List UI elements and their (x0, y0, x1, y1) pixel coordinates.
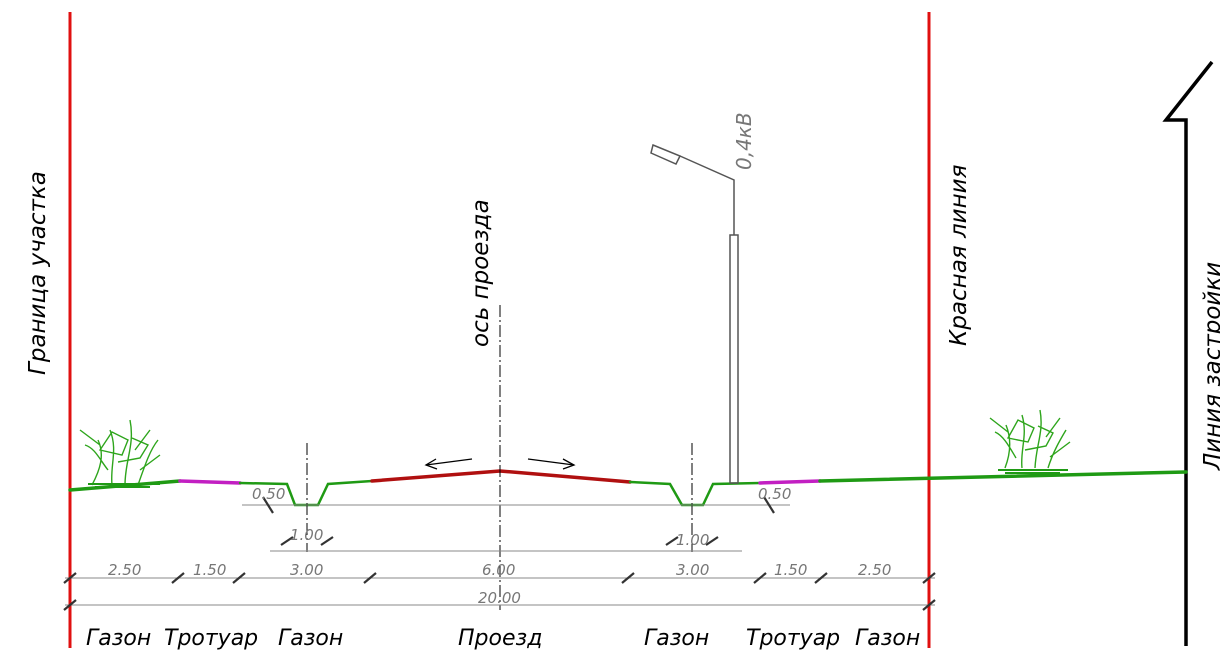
building-line (1162, 60, 1214, 646)
axis-lines (306, 305, 693, 610)
shrub-left (79, 419, 161, 488)
dim-ditch-right: 1.00 (676, 531, 709, 549)
ground-profile (68, 469, 1188, 507)
red-line-label: Красная линия (946, 164, 972, 346)
dim-slope-left: 0.50 (252, 485, 285, 503)
dim-width-1: 2.50 (108, 561, 141, 579)
slope-arrows (424, 458, 576, 470)
dim-width-6: 1.50 (774, 561, 807, 579)
voltage-label: 0,4кВ (732, 112, 756, 170)
road-axis-label: ось проезда (468, 199, 494, 347)
dim-slope-right: 0.50 (758, 485, 791, 503)
zone-label-7: Газон (855, 626, 920, 651)
zone-label-5: Газон (644, 626, 709, 651)
dim-width-5: 3.00 (676, 561, 709, 579)
dim-total: 20.00 (478, 589, 521, 607)
shrub-right (989, 409, 1071, 474)
zone-label-6: Тротуар (746, 626, 840, 651)
dimension-lines (65, 504, 935, 606)
dim-width-2: 1.50 (193, 561, 226, 579)
dim-width-4: 6.00 (482, 561, 515, 579)
dim-width-3: 3.00 (290, 561, 323, 579)
dim-width-7: 2.50 (858, 561, 891, 579)
lamp-post (650, 143, 739, 484)
building-line-label: Линия застройки (1200, 262, 1220, 471)
zone-label-2: Тротуар (164, 626, 258, 651)
zone-label-4: Проезд (458, 626, 542, 651)
zone-label-3: Газон (278, 626, 343, 651)
zone-label-1: Газон (86, 626, 151, 651)
dim-ditch-left: 1.00 (290, 526, 323, 544)
dimension-ticks (63, 496, 936, 611)
site-boundary-label: Граница участка (25, 171, 51, 375)
